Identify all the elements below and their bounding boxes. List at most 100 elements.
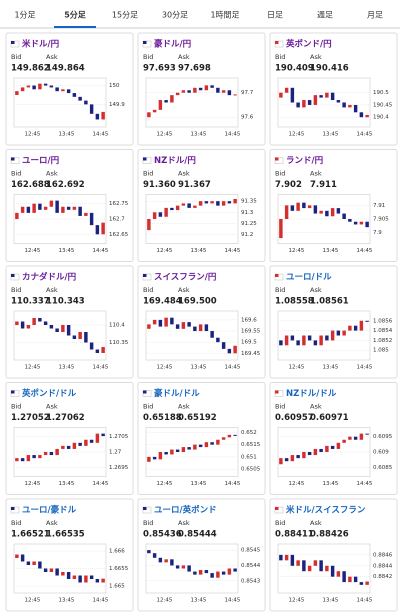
card[interactable] bbox=[137, 498, 266, 612]
ask-value: 149.864 bbox=[46, 64, 85, 74]
candle bbox=[330, 565, 335, 577]
candle bbox=[233, 568, 237, 572]
candle bbox=[290, 205, 295, 211]
candle bbox=[101, 578, 105, 583]
tab[interactable]: 5分足 bbox=[64, 10, 87, 20]
y-tick-label: 169.5 bbox=[241, 340, 257, 346]
pair-name[interactable]: NZドル/円 bbox=[154, 156, 196, 166]
candle bbox=[330, 208, 335, 217]
pair-name[interactable]: ユーロ/豪ドル bbox=[22, 505, 77, 516]
candle bbox=[198, 87, 203, 91]
pair-name[interactable]: 英ポンド/ドル bbox=[21, 388, 77, 399]
bid-value: 1.66521 bbox=[11, 530, 50, 540]
x-tick-label: 12:45 bbox=[24, 132, 40, 138]
card[interactable] bbox=[269, 265, 398, 379]
pair-name[interactable]: 豪ドル/円 bbox=[154, 39, 191, 50]
tab[interactable]: 日足 bbox=[267, 11, 283, 20]
candle bbox=[20, 321, 25, 329]
tab[interactable]: 1時間足 bbox=[210, 11, 239, 20]
bid-label: Bid bbox=[275, 403, 285, 411]
card[interactable] bbox=[5, 265, 134, 379]
ask-label: Ask bbox=[310, 519, 322, 527]
candle bbox=[353, 436, 358, 440]
candle bbox=[170, 207, 174, 211]
candle bbox=[216, 439, 220, 445]
candle bbox=[365, 320, 369, 322]
candle bbox=[61, 206, 65, 213]
candle bbox=[15, 321, 19, 325]
card[interactable] bbox=[5, 32, 134, 146]
pair-name[interactable]: スイスフラン/円 bbox=[154, 273, 216, 283]
y-tick-label: 7.905 bbox=[373, 217, 389, 223]
candle bbox=[84, 575, 88, 583]
card[interactable] bbox=[5, 149, 134, 262]
ask-label: Ask bbox=[46, 53, 58, 61]
pair-name[interactable]: ランド/円 bbox=[286, 156, 323, 166]
flag-mark bbox=[275, 41, 279, 44]
pair-name[interactable]: ユーロ/ドル bbox=[286, 273, 332, 283]
x-tick-label: 12:45 bbox=[288, 365, 304, 371]
x-tick-label: 12:45 bbox=[156, 598, 172, 604]
candle bbox=[227, 568, 232, 575]
tab[interactable]: 15分足 bbox=[112, 11, 138, 20]
y-tick-label: 1.0856 bbox=[373, 318, 393, 324]
card[interactable] bbox=[269, 498, 398, 612]
candle bbox=[193, 326, 197, 332]
card[interactable] bbox=[269, 149, 398, 262]
y-tick-label: 97.6 bbox=[241, 115, 254, 121]
candle bbox=[325, 445, 329, 452]
candle bbox=[353, 325, 358, 331]
candle bbox=[313, 448, 318, 456]
ask-label: Ask bbox=[46, 519, 58, 527]
candle bbox=[227, 434, 232, 438]
candle bbox=[164, 207, 168, 217]
x-tick-label: 12:45 bbox=[288, 248, 304, 254]
tab[interactable]: 週足 bbox=[317, 11, 333, 20]
candle bbox=[72, 335, 77, 339]
flag-mark bbox=[143, 507, 147, 510]
candle bbox=[302, 202, 306, 209]
tab[interactable]: 月足 bbox=[367, 11, 383, 20]
card[interactable] bbox=[5, 498, 134, 612]
pair-name[interactable]: 豪ドル/ドル bbox=[154, 388, 200, 399]
pair-name[interactable]: 英ポンド/円 bbox=[285, 39, 332, 50]
candle bbox=[101, 222, 105, 235]
card[interactable] bbox=[137, 382, 266, 495]
candle bbox=[279, 554, 283, 561]
card[interactable] bbox=[269, 382, 398, 495]
candle bbox=[284, 87, 289, 93]
y-tick-label: 91.35 bbox=[241, 199, 257, 205]
candle bbox=[279, 219, 283, 239]
candle bbox=[227, 201, 232, 204]
pair-name[interactable]: 米ドル/円 bbox=[22, 39, 59, 50]
candle bbox=[66, 325, 71, 336]
candle bbox=[55, 87, 59, 92]
card[interactable] bbox=[269, 32, 398, 146]
candle bbox=[78, 332, 82, 339]
tab[interactable]: 30分足 bbox=[162, 11, 188, 20]
candle bbox=[38, 561, 42, 569]
candle bbox=[84, 100, 88, 105]
pair-name[interactable]: NZドル/ドル bbox=[286, 389, 337, 399]
candle bbox=[313, 340, 318, 346]
pair-name[interactable]: ユーロ/円 bbox=[22, 156, 59, 166]
pair-name[interactable]: 米ドル/スイスフラン bbox=[286, 505, 366, 516]
candle bbox=[158, 100, 163, 110]
bid-value: 110.337 bbox=[11, 297, 50, 307]
bid-label: Bid bbox=[275, 286, 285, 294]
candle bbox=[175, 205, 180, 211]
candle bbox=[89, 342, 94, 350]
y-tick-label: 1.2705 bbox=[109, 434, 129, 440]
x-tick-label: 13:45 bbox=[323, 481, 339, 487]
pair-name[interactable]: カナダドル/円 bbox=[22, 272, 76, 283]
card[interactable] bbox=[5, 382, 134, 495]
candle bbox=[210, 331, 214, 338]
candle bbox=[221, 437, 226, 440]
pair-name[interactable]: ユーロ/英ポンド bbox=[154, 505, 217, 516]
candle bbox=[325, 210, 329, 217]
card[interactable] bbox=[137, 265, 266, 379]
candle bbox=[187, 90, 191, 93]
candle bbox=[147, 324, 151, 329]
tab[interactable]: 1分足 bbox=[14, 11, 35, 20]
candle bbox=[330, 330, 335, 341]
